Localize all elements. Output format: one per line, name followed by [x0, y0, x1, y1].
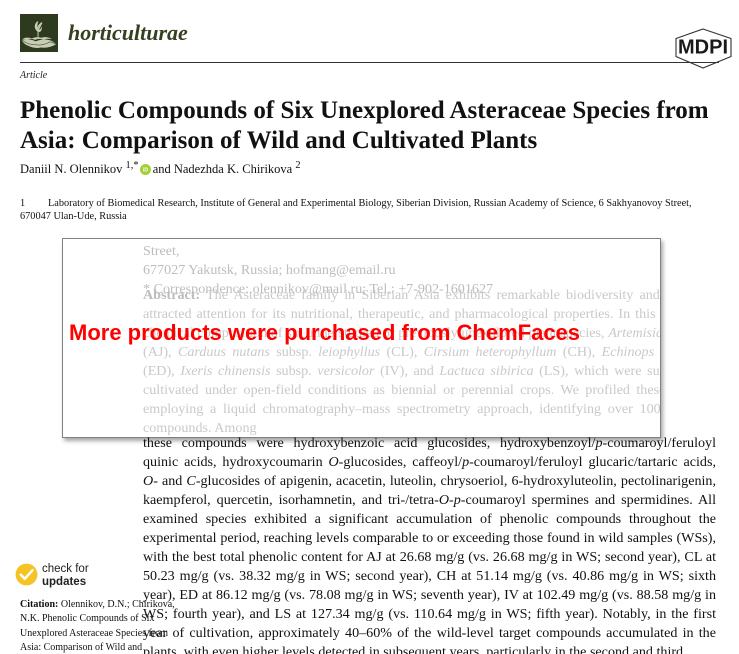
svg-text:MDPI: MDPI	[678, 37, 728, 59]
svg-text:iD: iD	[143, 168, 148, 174]
